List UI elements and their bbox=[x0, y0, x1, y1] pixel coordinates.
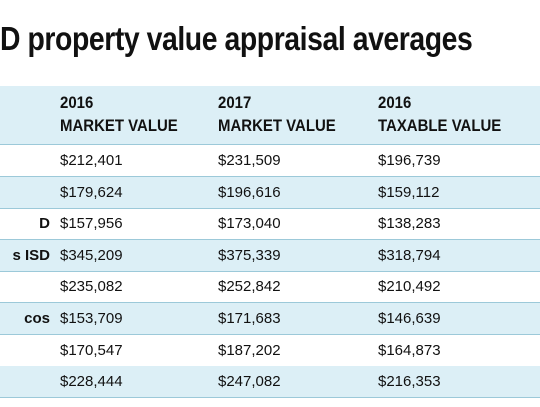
table-row: cos $153,709 $171,683 $146,639 bbox=[0, 303, 540, 335]
column-header: 2016 TAXABLE VALUE bbox=[378, 92, 501, 138]
value-cell: $252,842 bbox=[218, 278, 281, 296]
table-row: $179,624 $196,616 $159,112 bbox=[0, 176, 540, 209]
value-cell: $247,082 bbox=[218, 373, 281, 391]
value-cell: $235,082 bbox=[60, 278, 123, 296]
value-cell: $187,202 bbox=[218, 341, 281, 359]
column-header: 2017 MARKET VALUE bbox=[218, 92, 336, 138]
column-label: TAXABLE VALUE bbox=[378, 116, 502, 135]
value-cell: $216,353 bbox=[378, 373, 441, 391]
value-cell: $164,873 bbox=[378, 341, 441, 359]
value-cell: $138,283 bbox=[378, 215, 441, 233]
column-year: 2016 bbox=[378, 93, 412, 112]
row-label: D bbox=[39, 215, 50, 233]
value-cell: $375,339 bbox=[218, 246, 281, 264]
table-row: D $157,956 $173,040 $138,283 bbox=[0, 208, 540, 241]
table-row: s ISD $345,209 $375,339 $318,794 bbox=[0, 239, 540, 272]
value-cell: $228,444 bbox=[60, 373, 123, 391]
value-cell: $212,401 bbox=[60, 152, 123, 169]
table-row: $170,547 $187,202 $164,873 bbox=[0, 335, 540, 367]
value-cell: $153,709 bbox=[60, 310, 123, 327]
column-label: MARKET VALUE bbox=[218, 116, 336, 135]
value-cell: $231,509 bbox=[218, 152, 281, 169]
column-year: 2016 bbox=[60, 93, 94, 112]
value-cell: $157,956 bbox=[60, 215, 123, 233]
column-label: MARKET VALUE bbox=[60, 116, 178, 135]
header-row: 2016 MARKET VALUE 2017 MARKET VALUE 2016 TAXA… bbox=[0, 86, 540, 145]
row-label: cos bbox=[24, 310, 50, 327]
table-row: $212,401 $231,509 $196,739 bbox=[0, 145, 540, 177]
value-cell: $146,639 bbox=[378, 310, 441, 327]
table-row: $228,444 $247,082 $216,353 bbox=[0, 366, 540, 399]
value-cell: $170,547 bbox=[60, 341, 123, 359]
column-year: 2017 bbox=[218, 93, 252, 112]
value-cell: $179,624 bbox=[60, 183, 123, 201]
value-cell: $210,492 bbox=[378, 278, 441, 296]
value-cell: $159,112 bbox=[378, 183, 440, 201]
table-row: $235,082 $252,842 $210,492 bbox=[0, 271, 540, 304]
value-cell: $196,616 bbox=[218, 183, 281, 201]
value-cell: $196,739 bbox=[378, 152, 441, 169]
column-header: 2016 MARKET VALUE bbox=[60, 92, 178, 138]
value-cell: $318,794 bbox=[378, 246, 441, 264]
row-label: s ISD bbox=[12, 246, 50, 264]
value-cell: $171,683 bbox=[218, 310, 281, 327]
value-cell: $173,040 bbox=[218, 215, 281, 233]
title: D property value appraisal averages bbox=[0, 20, 473, 57]
value-cell: $345,209 bbox=[60, 246, 123, 264]
